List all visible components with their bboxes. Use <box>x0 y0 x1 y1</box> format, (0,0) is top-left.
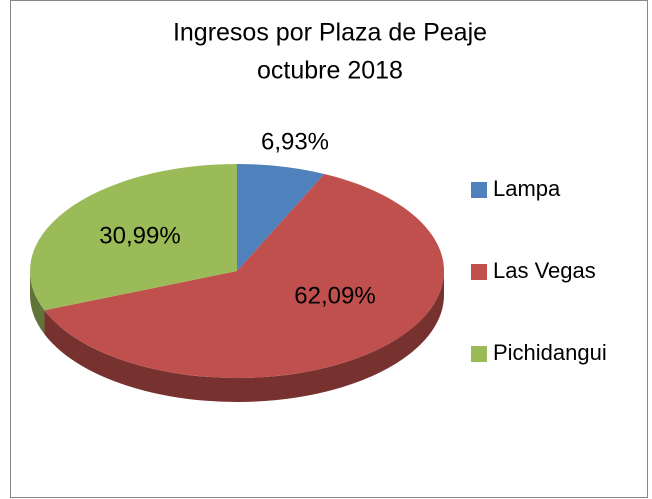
legend-label: Las Vegas <box>493 258 596 283</box>
chart-subtitle: octubre 2018 <box>257 57 403 85</box>
chart-title: Ingresos por Plaza de Peaje <box>173 19 487 47</box>
slice-side <box>44 271 444 402</box>
legend-swatch <box>471 346 487 362</box>
legend-swatch <box>471 182 487 198</box>
legend-label: Pichidangui <box>493 340 607 365</box>
legend-swatch <box>471 264 487 280</box>
slice-side <box>30 271 45 335</box>
slice <box>44 173 444 378</box>
legend-label: Lampa <box>493 176 561 201</box>
slice <box>237 164 325 271</box>
slice <box>29 164 237 311</box>
data-label: 30,99% <box>99 222 180 249</box>
data-label: 62,09% <box>294 282 375 309</box>
data-label: 6,93% <box>261 128 329 155</box>
